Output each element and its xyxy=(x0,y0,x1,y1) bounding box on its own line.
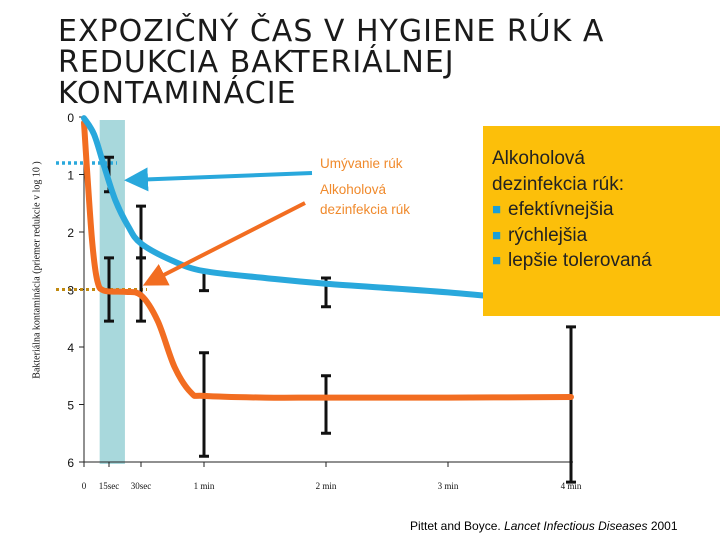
legend-label-handwash: Umývanie rúk xyxy=(320,156,403,171)
series-curves xyxy=(81,115,574,401)
callout-heading-1: Alkoholová xyxy=(492,148,585,169)
x-tick-label: 2 min xyxy=(316,481,337,491)
source-year: 2001 xyxy=(647,519,678,533)
callout-bullet-2: ■ rýchlejšia xyxy=(492,223,710,249)
callout-heading-2: dezinfekcia rúk: xyxy=(492,173,625,195)
y-tick-label: 5 xyxy=(67,399,74,413)
y-tick-label: 2 xyxy=(67,226,74,240)
x-tick-label: 0 xyxy=(82,481,87,491)
y-tick-label: 6 xyxy=(67,456,74,470)
callout-bullet-1: ■ efektívnejšia xyxy=(492,197,710,223)
callout-bullet-3: ■ lepšie tolerovaná xyxy=(492,248,710,274)
source-authors: Pittet and Boyce. xyxy=(410,519,505,533)
legend-label-alcohol: Alkoholová dezinfekcia rúk xyxy=(320,182,411,217)
x-tick-label: 3 min xyxy=(438,481,459,491)
callout-bullet-text: rýchlejšia xyxy=(508,224,588,246)
title-line-1: EXPOZIČNÝ ČAS V HYGIENE RÚK A xyxy=(58,14,605,49)
x-tick-label: 1 min xyxy=(194,481,215,491)
y-tick-label: 1 xyxy=(67,169,74,183)
x-tick-label: 4 min xyxy=(561,481,582,491)
callout-bullet-text: efektívnejšia xyxy=(508,199,614,220)
y-tick-label: 3 xyxy=(67,284,74,298)
alcohol-curve xyxy=(81,119,574,401)
square-bullet-icon: ■ xyxy=(492,226,502,244)
y-tick-label: 4 xyxy=(67,341,74,355)
tick-labels: 0 1 2 3 4 5 6 0 15sec 30sec 1 min 2 min 3 min 4 min xyxy=(67,111,582,491)
alcohol-arrow xyxy=(142,201,306,286)
x-tick-label: 15sec xyxy=(99,481,120,491)
y-tick-label: 0 xyxy=(67,111,74,125)
error-bars xyxy=(104,155,576,484)
title-line-3: KONTAMINÁCIE xyxy=(58,76,297,111)
handwash-arrow xyxy=(124,167,313,192)
callout-bullet-text: lepšie tolerovaná xyxy=(508,250,652,271)
handwash-curve xyxy=(81,115,574,307)
square-bullet-icon: ■ xyxy=(492,201,502,218)
x-tick-label: 30sec xyxy=(131,481,152,491)
source-journal: Lancet Infectious Diseases xyxy=(504,519,648,533)
conclusion-callout: Alkoholová dezinfekcia rúk: ■ efektívnejš… xyxy=(483,126,720,316)
title-line-2: REDUKCIA BAKTERIÁLNEJ xyxy=(58,45,455,80)
source-citation: Pittet and Boyce. Lancet Infectious Dise… xyxy=(410,519,678,533)
page-title: EXPOZIČNÝ ČAS V HYGIENE RÚK A REDUKCIA B… xyxy=(58,16,718,109)
square-bullet-icon: ■ xyxy=(492,252,502,269)
